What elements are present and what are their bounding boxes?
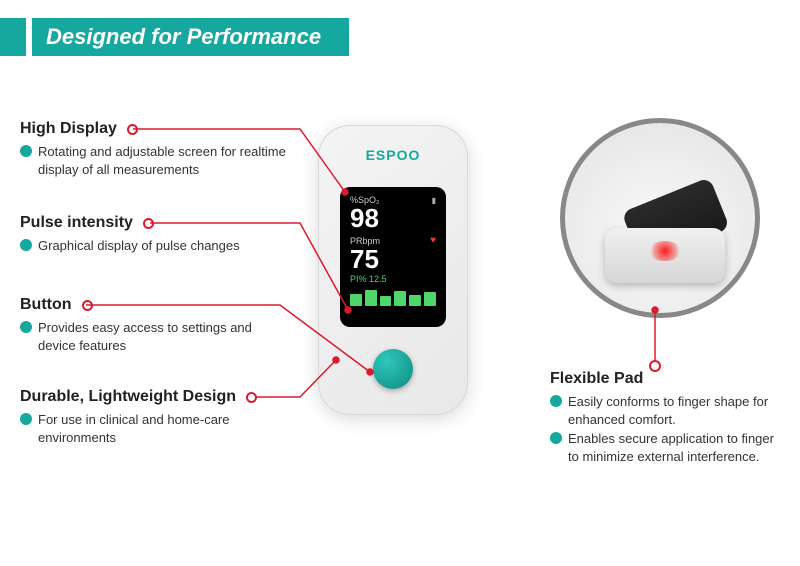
callout-lines	[0, 0, 800, 566]
